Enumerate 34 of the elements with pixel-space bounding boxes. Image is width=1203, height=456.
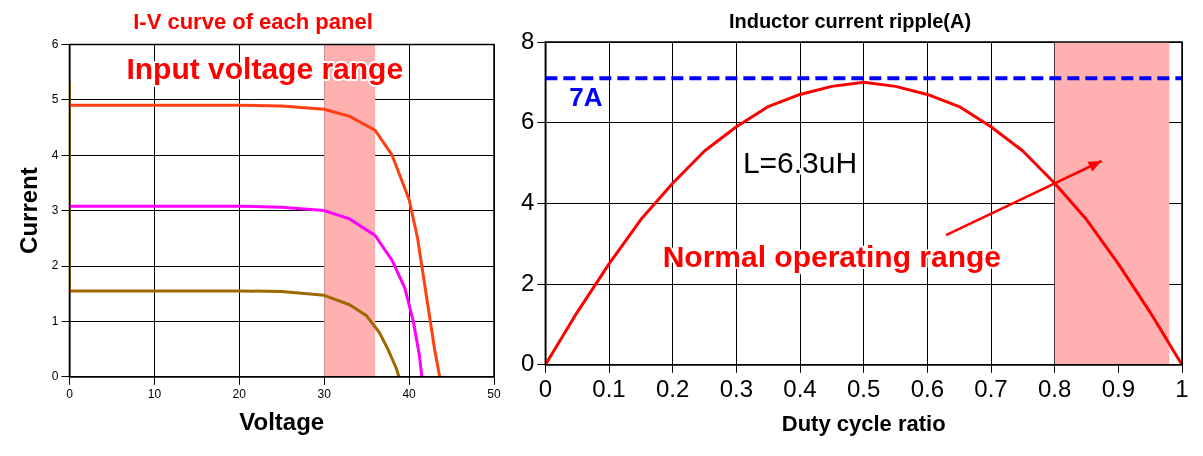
x-tick-label: 0.5 [846,374,881,402]
x-tick-label: 1 [1175,374,1189,402]
x-tick-label: 0 [538,374,553,402]
y-tick-label: 2 [51,258,59,273]
x-tick-label: 0.6 [910,374,945,402]
x-tick-label: 0 [66,387,74,402]
y-tick-label: 4 [51,147,59,162]
x-tick-label: 50 [487,387,501,402]
y-tick-label: 0 [520,349,535,377]
y-tick-label: 8 [520,26,535,54]
y-axis-title: Current [15,167,43,254]
chart-title: I-V curve of each panel [133,9,373,35]
x-axis-title: Duty cycle ratio [781,410,946,436]
y-tick-label: 2 [520,268,535,296]
x-tick-label: 0.1 [592,374,626,402]
x-tick-label: 0.4 [783,374,817,402]
y-tick-label: 6 [51,36,59,51]
x-tick-label: 20 [232,387,247,402]
chart-title: Inductor current ripple(A) [728,9,972,32]
ref-line-label: 7A [569,82,603,113]
x-tick-label: 0.9 [1101,374,1136,402]
y-tick-label: 6 [520,107,535,135]
x-tick-label: 0.2 [655,374,690,402]
y-tick-label: 1 [51,313,59,328]
x-tick-label: 0.8 [1037,374,1072,402]
x-tick-label: 40 [402,387,417,402]
x-tick-label: 0.7 [974,374,1008,402]
y-tick-label: 3 [51,202,59,217]
x-tick-label: 30 [317,387,332,402]
x-tick-label: 10 [147,387,162,402]
y-tick-label: 4 [520,188,535,216]
y-tick-label: 5 [51,92,59,107]
x-axis-title: Voltage [239,408,325,436]
x-tick-label: 0.3 [719,374,754,402]
